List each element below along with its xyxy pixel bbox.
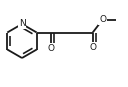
Text: O: O <box>89 43 96 52</box>
Text: N: N <box>19 19 25 29</box>
Text: O: O <box>47 44 54 53</box>
Text: O: O <box>99 15 106 24</box>
